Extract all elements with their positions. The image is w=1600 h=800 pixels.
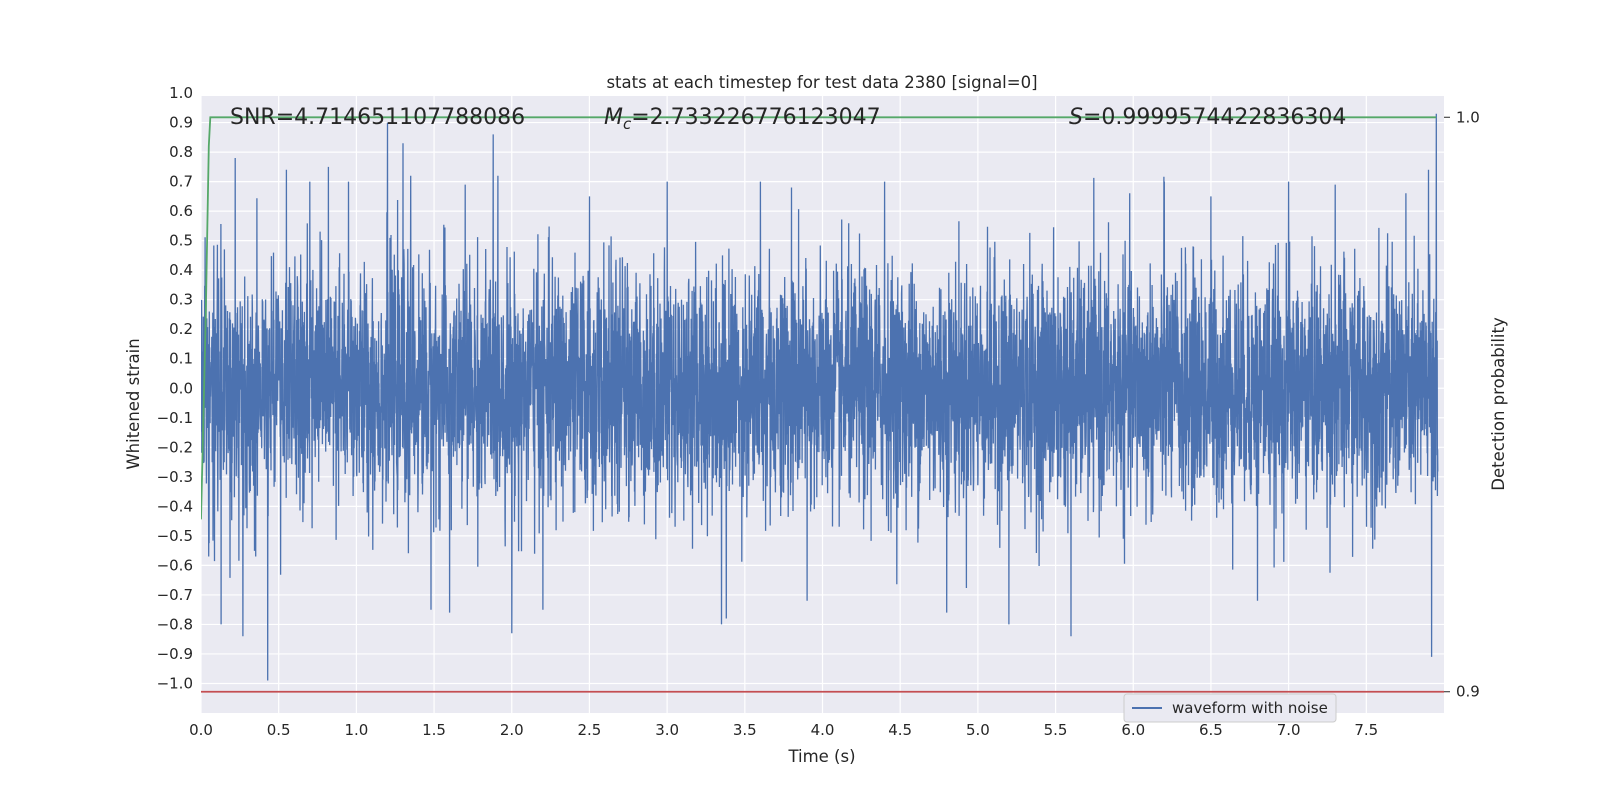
y-tick-label: 0.1 (169, 350, 193, 368)
y-tick-label: 0.0 (169, 379, 193, 397)
x-tick-label: 7.5 (1354, 721, 1378, 739)
series-waveform-with-noise (201, 113, 1439, 681)
x-tick-label: 0.5 (267, 721, 291, 739)
x-tick-label: 5.5 (1044, 721, 1068, 739)
x-tick-label: 5.0 (966, 721, 990, 739)
y-tick-label: −0.3 (157, 468, 193, 486)
s-value: =0.9999574422836304 (1083, 105, 1346, 130)
chirp-mass-subscript: c (623, 115, 632, 133)
series-layer (201, 113, 1444, 693)
y-tick-label: 0.2 (169, 320, 193, 338)
x-tick-label: 7.0 (1277, 721, 1301, 739)
y-tick-label: 0.7 (169, 173, 193, 191)
snr-annotation: SNR=4.714651107788086 (230, 105, 525, 130)
y2-axis-label: Detection probability (1489, 317, 1508, 491)
series-detection-probability (201, 116, 1437, 520)
x-tick-label: 1.0 (344, 721, 368, 739)
y-tick-label: −0.7 (157, 586, 193, 604)
y2-tick-label: 0.9 (1456, 683, 1480, 701)
y-tick-label: 0.6 (169, 202, 193, 220)
x-tick-label: 3.5 (733, 721, 757, 739)
y2-ticks: 1.0 0.9 (1444, 108, 1480, 701)
y-tick-label: 0.5 (169, 232, 193, 250)
legend-label-waveform: waveform with noise (1172, 699, 1328, 717)
x-tick-label: 3.0 (655, 721, 679, 739)
y2-tick-label: 1.0 (1456, 108, 1480, 126)
x-tick-label: 0.0 (189, 721, 213, 739)
y-tick-label: −1.0 (157, 674, 193, 692)
y-tick-label: −0.4 (157, 497, 193, 515)
y-tick-label: −0.2 (157, 438, 193, 456)
y-tick-label: −0.1 (157, 409, 193, 427)
chirp-mass-annotation: Mc=2.733226776123047 (604, 105, 881, 133)
x-tick-label: 2.5 (578, 721, 602, 739)
x-tick-label: 1.5 (422, 721, 446, 739)
y-ticks: 1.0 0.9 0.8 0.7 0.6 0.5 0.4 0.3 0.2 0.1 0.0 −0.1 −0.… (157, 84, 193, 692)
y-tick-label: 0.4 (169, 261, 193, 279)
legend: waveform with noise (1123, 693, 1337, 723)
y-tick-label: −0.6 (157, 556, 193, 574)
y-tick-label: 1.0 (169, 84, 193, 102)
y-tick-label: −0.8 (157, 615, 193, 633)
y-axis-label: Whitened strain (124, 338, 143, 469)
x-tick-label: 2.0 (500, 721, 524, 739)
x-tick-label: 4.0 (811, 721, 835, 739)
chirp-mass-value: =2.733226776123047 (631, 105, 880, 130)
x-tick-label: 4.5 (888, 721, 912, 739)
x-tick-label: 6.5 (1199, 721, 1223, 739)
y-tick-label: −0.5 (157, 527, 193, 545)
y-tick-label: 0.8 (169, 143, 193, 161)
s-symbol: S (1069, 105, 1083, 130)
x-axis-label: Time (s) (787, 747, 855, 766)
x-tick-label: 6.0 (1121, 721, 1145, 739)
legend-box (1123, 693, 1337, 723)
s-annotation: S=0.9999574422836304 (1069, 105, 1346, 130)
y-tick-label: −0.9 (157, 645, 193, 663)
x-ticks: 0.0 0.5 1.0 1.5 2.0 2.5 3.0 3.5 4.0 4.5 5.0 5.5 6.0 6… (189, 721, 1378, 739)
y-tick-label: 0.3 (169, 291, 193, 309)
y-tick-label: 0.9 (169, 114, 193, 132)
chart-title: stats at each timestep for test data 238… (606, 73, 1037, 92)
chirp-mass-symbol: M (604, 105, 623, 130)
